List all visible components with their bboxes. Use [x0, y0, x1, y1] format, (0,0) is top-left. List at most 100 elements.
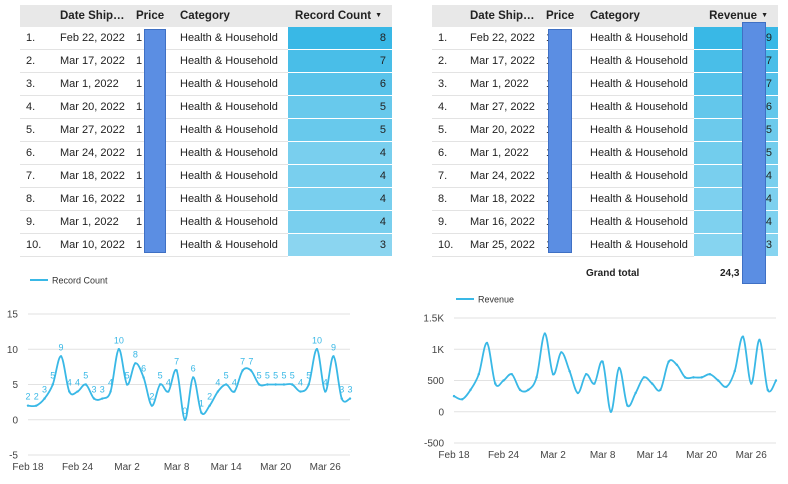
data-label: 2	[207, 392, 212, 402]
data-point	[68, 390, 71, 393]
table-row[interactable]: 5. Mar 27, 2022 1 Health & Household 5	[20, 118, 392, 142]
data-point	[35, 404, 38, 407]
data-label: 5	[158, 371, 163, 381]
data-point	[766, 388, 769, 392]
record-count-header[interactable]: Record Count ▼	[288, 5, 392, 27]
table-row[interactable]: 9. Mar 1, 2022 1 Health & Household 4	[20, 210, 392, 234]
row-number: 8.	[20, 187, 56, 211]
table-row[interactable]: 8. Mar 16, 2022 1 Health & Household 4	[20, 187, 392, 211]
table-row[interactable]: 1. Feb 22, 2022 1 Health & Household 8	[20, 27, 392, 50]
category-cell: Health & Household	[176, 27, 288, 50]
data-point	[150, 404, 154, 407]
data-label: 5	[265, 371, 270, 381]
price-header[interactable]: Price	[542, 5, 586, 27]
data-point	[477, 373, 480, 376]
series-line	[27, 348, 351, 421]
x-tick-label: Feb 24	[488, 450, 520, 461]
data-label: 5	[50, 371, 55, 381]
data-point	[315, 348, 319, 351]
data-label: 4	[67, 378, 72, 388]
sort-desc-icon[interactable]: ▼	[375, 12, 382, 20]
revenue-header[interactable]: Revenue ▼	[694, 5, 778, 27]
category-cell: Health & Household	[176, 95, 288, 119]
data-point	[257, 383, 261, 386]
data-point	[92, 397, 96, 400]
data-point	[175, 369, 178, 372]
x-tick-label: Feb 18	[12, 462, 44, 473]
data-label: 4	[232, 378, 237, 388]
table-row[interactable]: 7. Mar 18, 2022 1 Health & Household 4	[20, 164, 392, 188]
y-tick-label: 1K	[432, 345, 445, 356]
metric-cell: 5	[288, 95, 392, 119]
data-label: 7	[240, 356, 245, 366]
date-shipped-header[interactable]: Date Ship…	[466, 5, 542, 27]
data-label: 0	[182, 406, 187, 416]
data-point	[26, 404, 30, 407]
category-cell: Health & Household	[586, 118, 694, 142]
legend-label: Revenue	[478, 295, 514, 305]
category-cell: Health & Household	[586, 233, 694, 257]
data-point	[233, 390, 236, 393]
data-point	[43, 397, 46, 400]
table-row[interactable]: 4. Mar 20, 2022 1 Health & Household 5	[20, 95, 392, 119]
table-row[interactable]: 6. Mar 24, 2022 1 Health & Household 4	[20, 141, 392, 165]
metric-cell: 3	[288, 233, 392, 257]
data-point	[774, 379, 778, 382]
table-row[interactable]: 3. Mar 1, 2022 1 Health & Household 6	[20, 72, 392, 96]
category-header[interactable]: Category	[176, 5, 288, 27]
data-label: 3	[92, 385, 97, 395]
data-point	[617, 366, 621, 370]
data-point	[109, 390, 112, 393]
data-point	[692, 376, 695, 379]
row-number: 2.	[20, 49, 56, 73]
data-point	[667, 360, 670, 363]
category-cell: Health & Household	[586, 27, 694, 50]
row-number: 5.	[432, 118, 466, 142]
sort-desc-icon[interactable]: ▼	[761, 12, 768, 20]
row-number: 8.	[432, 187, 466, 211]
metric-cell: 5	[288, 118, 392, 142]
date-shipped-header[interactable]: Date Ship…	[56, 5, 132, 27]
data-point	[725, 385, 728, 388]
date-cell: Mar 24, 2022	[56, 141, 132, 165]
y-tick-label: 0	[12, 415, 18, 426]
data-point	[307, 383, 310, 386]
row-number: 10.	[432, 233, 466, 257]
data-label: 2	[25, 392, 30, 402]
data-point	[551, 373, 555, 376]
row-number: 10.	[20, 233, 56, 257]
category-header[interactable]: Category	[586, 5, 694, 27]
data-point	[634, 391, 637, 395]
row-number: 7.	[432, 164, 466, 188]
category-cell: Health & Household	[176, 49, 288, 73]
data-point	[216, 390, 220, 393]
data-point	[101, 397, 104, 400]
metric-cell: 8	[288, 27, 392, 50]
table-row[interactable]: 10. Mar 10, 2022 1 Health & Household 3	[20, 233, 392, 257]
data-point	[717, 379, 720, 382]
category-cell: Health & Household	[586, 72, 694, 96]
row-number: 6.	[432, 141, 466, 165]
revenue-table: Date Ship… Price Category Revenue ▼ 1. Feb…	[432, 5, 778, 257]
record-count-header-label: Record Count	[295, 10, 372, 22]
data-label: 5	[273, 371, 278, 381]
category-cell: Health & Household	[586, 187, 694, 211]
data-point	[274, 383, 277, 386]
category-cell: Health & Household	[586, 210, 694, 234]
x-tick-label: Mar 2	[114, 462, 140, 473]
data-point	[733, 369, 736, 373]
price-header[interactable]: Price	[132, 5, 176, 27]
metric-cell: 4	[288, 164, 392, 188]
category-cell: Health & Household	[176, 118, 288, 142]
